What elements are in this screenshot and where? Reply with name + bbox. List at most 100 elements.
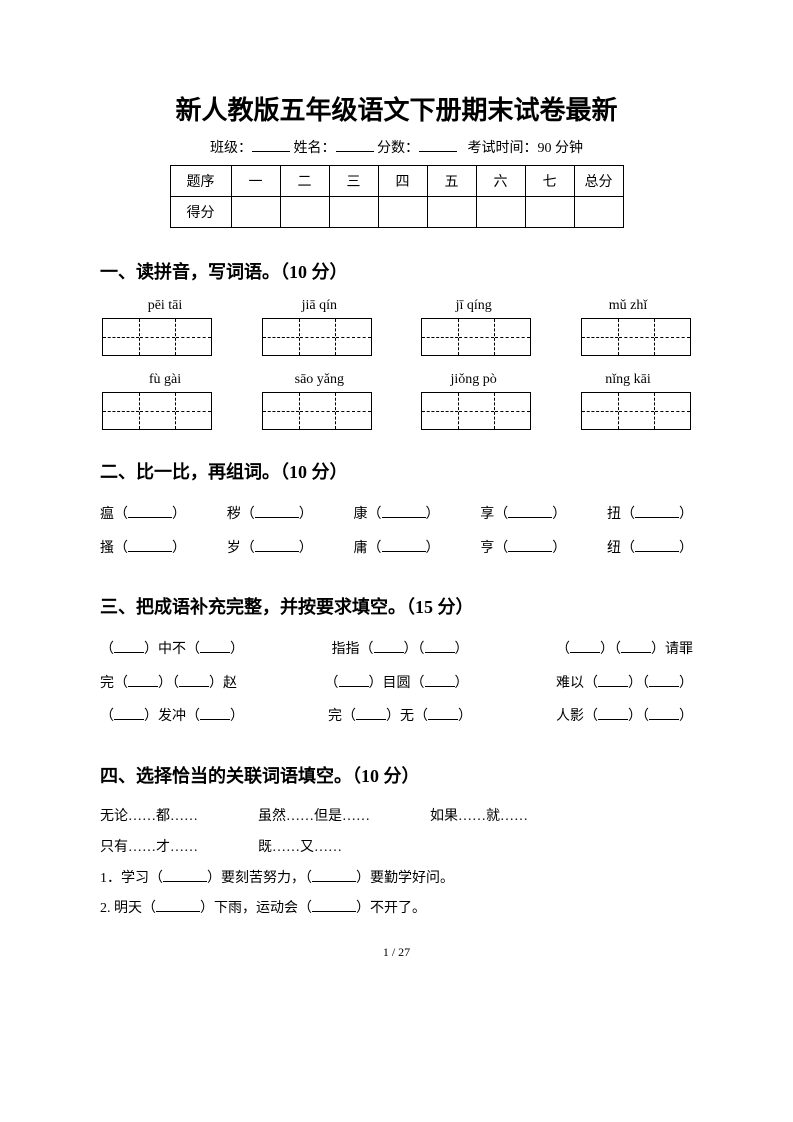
compare-row-2: 搔（） 岁（） 庸（） 亨（） 纽（） bbox=[100, 532, 693, 566]
blank[interactable] bbox=[598, 706, 628, 720]
blank[interactable] bbox=[255, 538, 299, 552]
char: 享 bbox=[480, 507, 494, 522]
class-label: 班级： bbox=[210, 141, 252, 156]
char-box[interactable] bbox=[102, 392, 212, 430]
blank[interactable] bbox=[621, 639, 651, 653]
char: 庸 bbox=[354, 541, 368, 556]
char-box[interactable] bbox=[262, 318, 372, 356]
blank[interactable] bbox=[635, 504, 679, 518]
score-cell[interactable] bbox=[574, 197, 623, 228]
blank[interactable] bbox=[425, 673, 455, 687]
section-2-heading: 二、比一比，再组词。（10 分） bbox=[100, 458, 693, 484]
blank[interactable] bbox=[428, 706, 458, 720]
cell: 总分 bbox=[574, 166, 623, 197]
blank[interactable] bbox=[339, 673, 369, 687]
idiom-item: （）中不（） bbox=[100, 633, 244, 667]
blank[interactable] bbox=[200, 639, 230, 653]
q1-prefix: 1．学习（ bbox=[100, 871, 163, 886]
char: 秽 bbox=[227, 507, 241, 522]
blank[interactable] bbox=[312, 898, 356, 912]
blank[interactable] bbox=[179, 673, 209, 687]
pinyin-label: mǔ zhǐ bbox=[573, 298, 683, 314]
char: 扭 bbox=[607, 507, 621, 522]
char: 搔 bbox=[100, 541, 114, 556]
score-cell[interactable] bbox=[329, 197, 378, 228]
conjunction-option: 只有……才…… bbox=[100, 833, 198, 864]
blank[interactable] bbox=[635, 538, 679, 552]
conjunction-row-1: 无论……都…… 虽然……但是…… 如果……就…… bbox=[100, 802, 693, 833]
pinyin-row-1: pēi tāi jiā qín jī qíng mǔ zhǐ bbox=[100, 298, 693, 314]
blank[interactable] bbox=[163, 868, 207, 882]
blank[interactable] bbox=[312, 868, 356, 882]
idiom-item: 指指（）（） bbox=[332, 633, 469, 667]
name-blank[interactable] bbox=[336, 137, 374, 152]
blank[interactable] bbox=[382, 504, 426, 518]
pinyin-label: sāo yǎng bbox=[264, 372, 374, 388]
blank[interactable] bbox=[508, 504, 552, 518]
score-cell[interactable] bbox=[525, 197, 574, 228]
box-row-1 bbox=[100, 318, 693, 356]
idiom-row-2: 完（）（）赵 （）目圆（） 难以（）（） bbox=[100, 667, 693, 701]
score-cell[interactable] bbox=[280, 197, 329, 228]
char-box[interactable] bbox=[262, 392, 372, 430]
blank[interactable] bbox=[156, 898, 200, 912]
score-label: 分数： bbox=[377, 141, 419, 156]
blank[interactable] bbox=[382, 538, 426, 552]
blank[interactable] bbox=[114, 639, 144, 653]
blank[interactable] bbox=[374, 639, 404, 653]
score-cell[interactable] bbox=[378, 197, 427, 228]
blank[interactable] bbox=[570, 639, 600, 653]
char-box[interactable] bbox=[102, 318, 212, 356]
blank[interactable] bbox=[425, 639, 455, 653]
score-cell[interactable] bbox=[427, 197, 476, 228]
blank[interactable] bbox=[255, 504, 299, 518]
blank[interactable] bbox=[649, 673, 679, 687]
idiom-item: （）发冲（） bbox=[100, 700, 244, 734]
table-row: 题序 一 二 三 四 五 六 七 总分 bbox=[170, 166, 623, 197]
section-1-heading: 一、读拼音，写词语。（10 分） bbox=[100, 258, 693, 284]
compare-item: 亨（） bbox=[480, 532, 566, 566]
idiom-item: 完（）无（） bbox=[328, 700, 472, 734]
idiom-row-3: （）发冲（） 完（）无（） 人影（）（） bbox=[100, 700, 693, 734]
score-cell[interactable] bbox=[476, 197, 525, 228]
compare-item: 搔（） bbox=[100, 532, 186, 566]
compare-item: 纽（） bbox=[607, 532, 693, 566]
meta-line: 班级： 姓名： 分数： 考试时间：90 分钟 bbox=[100, 137, 693, 157]
blank[interactable] bbox=[200, 706, 230, 720]
conjunction-option: 既……又…… bbox=[258, 833, 342, 864]
blank[interactable] bbox=[649, 706, 679, 720]
idiom-item: 完（）（）赵 bbox=[100, 667, 237, 701]
class-blank[interactable] bbox=[252, 137, 290, 152]
blank[interactable] bbox=[598, 673, 628, 687]
char-box[interactable] bbox=[581, 318, 691, 356]
score-cell[interactable] bbox=[231, 197, 280, 228]
pinyin-label: fù gài bbox=[110, 372, 220, 388]
box-row-2 bbox=[100, 392, 693, 430]
q2-mid: ）下雨，运动会（ bbox=[200, 901, 312, 916]
score-blank[interactable] bbox=[419, 137, 457, 152]
blank[interactable] bbox=[128, 504, 172, 518]
conjunction-option: 如果……就…… bbox=[430, 802, 528, 833]
cell: 四 bbox=[378, 166, 427, 197]
blank[interactable] bbox=[128, 538, 172, 552]
blank[interactable] bbox=[114, 706, 144, 720]
cell-tixu: 题序 bbox=[170, 166, 231, 197]
pinyin-row-2: fù gài sāo yǎng jiǒng pò nǐng kāi bbox=[100, 372, 693, 388]
char: 岁 bbox=[227, 541, 241, 556]
compare-item: 秽（） bbox=[227, 498, 313, 532]
conjunction-option: 无论……都…… bbox=[100, 802, 198, 833]
score-table: 题序 一 二 三 四 五 六 七 总分 得分 bbox=[170, 165, 624, 228]
cell: 六 bbox=[476, 166, 525, 197]
blank[interactable] bbox=[508, 538, 552, 552]
char-box[interactable] bbox=[421, 392, 531, 430]
blank[interactable] bbox=[128, 673, 158, 687]
cell: 五 bbox=[427, 166, 476, 197]
pinyin-label: nǐng kāi bbox=[573, 372, 683, 388]
cell: 三 bbox=[329, 166, 378, 197]
char: 亨 bbox=[480, 541, 494, 556]
char-box[interactable] bbox=[581, 392, 691, 430]
char: 康 bbox=[354, 507, 368, 522]
blank[interactable] bbox=[356, 706, 386, 720]
idiom-item: （）目圆（） bbox=[325, 667, 469, 701]
char-box[interactable] bbox=[421, 318, 531, 356]
